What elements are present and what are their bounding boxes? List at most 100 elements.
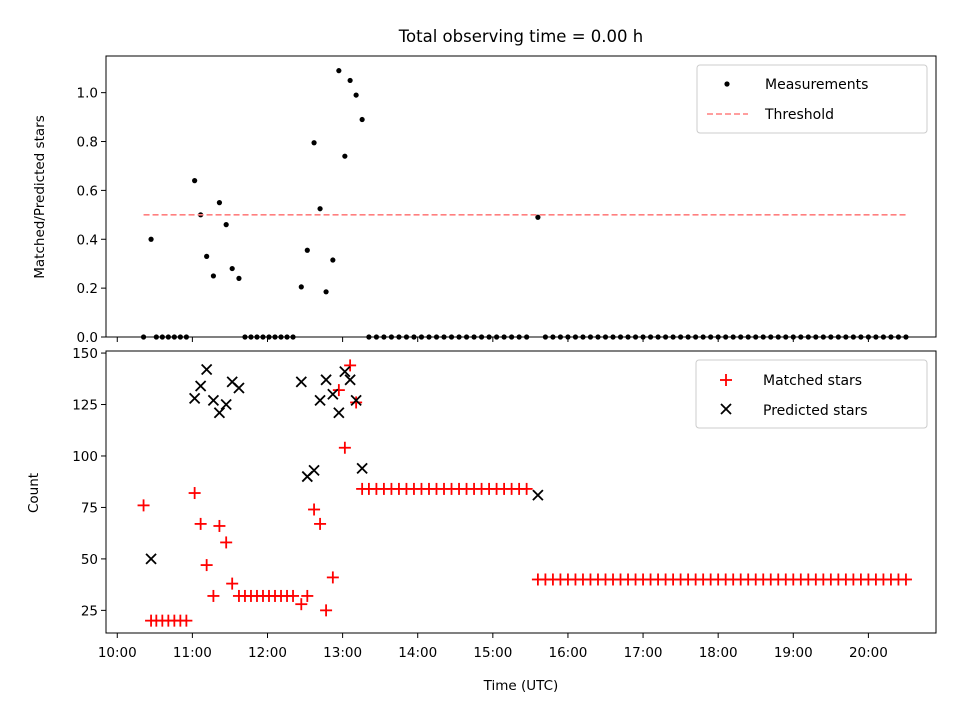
matched-stars-point bbox=[332, 384, 345, 397]
top-y-tick-label: 0.6 bbox=[77, 183, 98, 199]
x-tick-label: 14:00 bbox=[398, 645, 437, 661]
predicted-stars-point bbox=[233, 382, 245, 394]
top-y-tick-label: 1.0 bbox=[77, 86, 98, 102]
predicted-stars-point bbox=[314, 394, 326, 407]
bottom-y-tick-label: 25 bbox=[81, 603, 98, 619]
matched-stars-point bbox=[350, 396, 363, 409]
measurement-point bbox=[347, 77, 353, 84]
predicted-stars-point bbox=[295, 376, 307, 388]
matched-stars-point bbox=[220, 536, 233, 549]
matched-stars-point bbox=[207, 589, 220, 602]
bottom-legend-box bbox=[695, 359, 928, 429]
predicted-stars-point bbox=[213, 407, 226, 419]
predicted-stars-point bbox=[195, 380, 207, 392]
measurement-point bbox=[192, 178, 198, 184]
bottom-y-tick-label: 50 bbox=[81, 552, 98, 568]
matched-stars-point bbox=[301, 589, 314, 602]
matched-stars-point bbox=[226, 577, 239, 590]
matched-stars-point bbox=[295, 598, 308, 611]
predicted-stars-point bbox=[350, 394, 362, 407]
measurement-point bbox=[216, 200, 223, 206]
matched-stars-point bbox=[308, 503, 321, 516]
measurement-point bbox=[204, 253, 210, 259]
matched-stars-point bbox=[213, 519, 226, 532]
measurement-point bbox=[353, 92, 359, 98]
matched-stars-point bbox=[320, 604, 333, 617]
x-tick-label: 13:00 bbox=[323, 645, 362, 661]
measurement-point bbox=[210, 273, 217, 279]
legend-predicted-label: Predicted stars bbox=[763, 403, 868, 419]
measurement-point bbox=[311, 140, 317, 146]
measurement-point bbox=[336, 68, 342, 74]
measurement-point bbox=[342, 153, 348, 159]
legend-measurements-label: Measurements bbox=[765, 77, 868, 93]
measurement-point bbox=[223, 222, 229, 228]
bottom-y-axis-label: Count bbox=[26, 473, 42, 513]
legend-measurements-marker bbox=[724, 81, 730, 87]
predicted-stars-point bbox=[320, 374, 332, 386]
bottom-y-tick-label: 100 bbox=[72, 449, 98, 465]
matched-stars-point bbox=[180, 614, 193, 627]
measurement-point bbox=[229, 265, 235, 272]
predicted-stars-point bbox=[344, 374, 356, 386]
legend-predicted-marker bbox=[720, 403, 732, 415]
top-legend-box bbox=[696, 64, 928, 134]
measurement-point bbox=[330, 257, 336, 263]
x-tick-label: 19:00 bbox=[774, 645, 813, 661]
top-y-tick-label: 0.2 bbox=[77, 281, 98, 297]
matched-stars-point bbox=[314, 517, 327, 530]
top-y-axis-label: Matched/Predicted stars bbox=[32, 115, 48, 278]
top-y-tick-label: 0.8 bbox=[77, 135, 98, 151]
bottom-legend: Matched stars Predicted stars bbox=[695, 359, 928, 429]
predicted-stars-point bbox=[532, 489, 544, 501]
predicted-stars-point bbox=[201, 363, 213, 376]
matched-stars-point bbox=[338, 441, 351, 454]
predicted-stars-point bbox=[188, 392, 201, 404]
matched-stars-point bbox=[137, 499, 150, 512]
matched-stars-point bbox=[326, 571, 339, 584]
top-legend: Measurements Threshold bbox=[696, 64, 928, 134]
measurement-point bbox=[317, 206, 323, 212]
x-tick-label: 20:00 bbox=[849, 645, 888, 661]
chart-title: Total observing time = 0.00 h bbox=[398, 27, 643, 46]
measurement-point bbox=[323, 289, 329, 295]
predicted-stars-point bbox=[308, 464, 320, 477]
matched-stars-point bbox=[520, 482, 533, 495]
predicted-stars-point bbox=[356, 462, 368, 474]
predicted-stars-point bbox=[339, 365, 351, 378]
measurement-point bbox=[236, 275, 242, 281]
matched-stars-point bbox=[344, 359, 357, 372]
x-tick-label: 11:00 bbox=[173, 645, 212, 661]
legend-threshold-label: Threshold bbox=[764, 107, 834, 123]
bottom-plot-area bbox=[137, 359, 912, 627]
matched-stars-point bbox=[200, 559, 213, 572]
matched-stars-point bbox=[194, 517, 207, 530]
predicted-stars-point bbox=[220, 398, 232, 411]
predicted-stars-point bbox=[145, 553, 157, 565]
legend-matched-label: Matched stars bbox=[763, 373, 862, 389]
matched-stars-point bbox=[188, 487, 201, 500]
x-tick-label: 18:00 bbox=[699, 645, 738, 661]
x-tick-label: 12:00 bbox=[248, 645, 287, 661]
x-tick-label: 10:00 bbox=[98, 645, 137, 661]
predicted-stars-point bbox=[327, 388, 339, 400]
measurement-point bbox=[359, 116, 365, 123]
bottom-axes-frame bbox=[105, 350, 937, 634]
measurement-point bbox=[148, 236, 154, 242]
x-tick-label: 15:00 bbox=[473, 645, 512, 661]
matched-stars-point bbox=[899, 573, 912, 586]
bottom-y-tick-label: 150 bbox=[72, 346, 98, 362]
measurement-point bbox=[304, 247, 310, 253]
top-y-tick-label: 0.0 bbox=[77, 330, 98, 346]
legend-matched-marker bbox=[720, 374, 732, 386]
predicted-stars-point bbox=[207, 394, 220, 407]
x-tick-label: 16:00 bbox=[548, 645, 587, 661]
x-axis-label: Time (UTC) bbox=[483, 678, 559, 694]
top-axes-frame bbox=[105, 55, 937, 338]
measurement-point bbox=[535, 214, 541, 220]
top-axes: 0.0 0.2 0.4 0.6 0.8 1.0 bbox=[77, 86, 869, 346]
predicted-stars-point bbox=[333, 407, 345, 419]
bottom-y-tick-label: 125 bbox=[72, 398, 98, 414]
matched-stars-point bbox=[287, 589, 300, 602]
